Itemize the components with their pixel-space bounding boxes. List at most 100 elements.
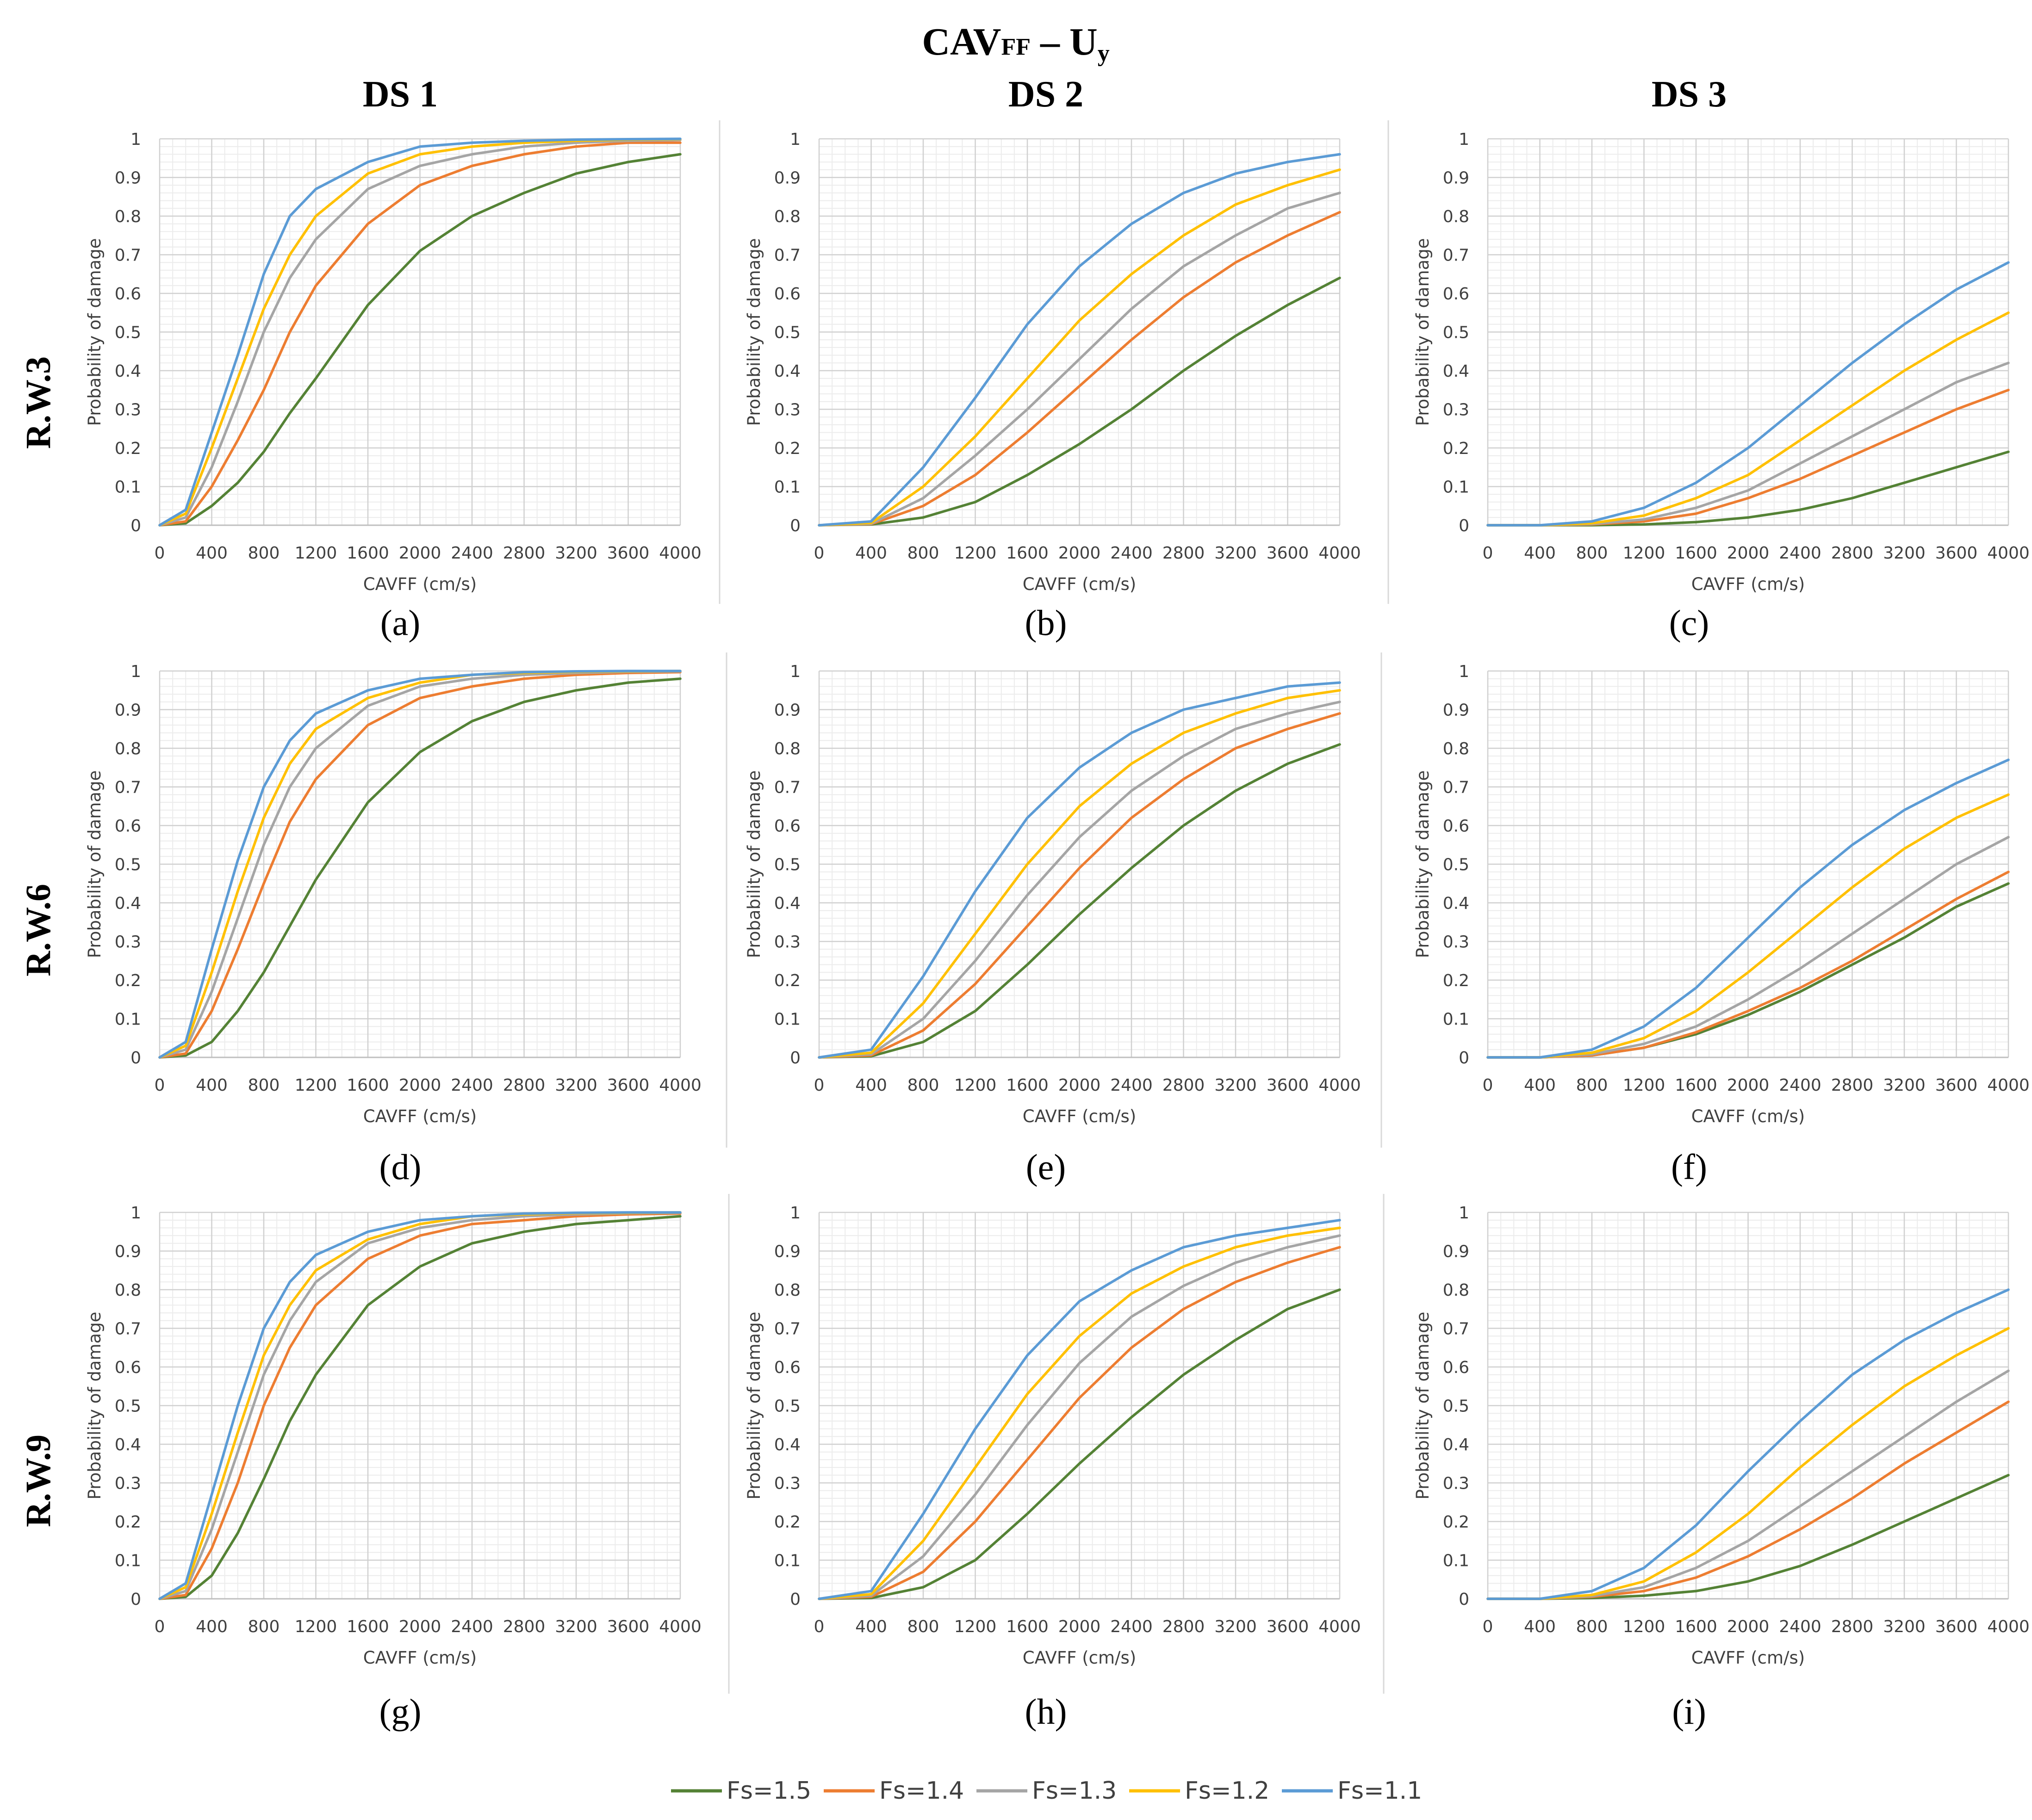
y-tick-label: 0 bbox=[790, 516, 801, 535]
y-tick-label: 0 bbox=[130, 1590, 141, 1609]
y-tick-label: 1 bbox=[130, 130, 141, 149]
series-line-fs-1-5 bbox=[818, 1288, 1341, 1600]
column-header-ds-1: DS 1 bbox=[363, 74, 438, 115]
y-tick-label: 0.4 bbox=[1443, 894, 1469, 913]
y-tick-label: 0.8 bbox=[115, 1281, 141, 1300]
series-line-fs-1-3 bbox=[158, 1211, 682, 1600]
y-tick-label: 0.6 bbox=[115, 285, 141, 304]
x-tick-label: 2800 bbox=[1831, 544, 1874, 563]
x-tick-label: 800 bbox=[1576, 1617, 1608, 1636]
y-tick-label: 0.7 bbox=[774, 778, 801, 797]
x-tick-label: 400 bbox=[196, 544, 228, 563]
y-tick-label: 0.4 bbox=[774, 894, 801, 913]
y-axis-title: Probability of damage bbox=[1413, 238, 1433, 426]
x-tick-label: 400 bbox=[1524, 544, 1556, 563]
y-tick-label: 0.8 bbox=[1443, 207, 1469, 226]
x-tick-label: 3600 bbox=[1935, 544, 1978, 563]
x-tick-label: 400 bbox=[855, 544, 887, 563]
y-axis-title: Probability of damage bbox=[1413, 1312, 1433, 1500]
x-axis-title: CAVFF (cm/s) bbox=[363, 1648, 477, 1668]
series-line-fs-1-5 bbox=[158, 153, 682, 527]
series-line-fs-1-3 bbox=[818, 192, 1341, 527]
x-tick-label: 800 bbox=[248, 1076, 280, 1095]
y-tick-label: 0.3 bbox=[1443, 401, 1469, 420]
y-tick-label: 0.9 bbox=[115, 169, 141, 188]
y-tick-label: 0.5 bbox=[774, 1397, 801, 1416]
x-tick-label: 4000 bbox=[1318, 1076, 1361, 1095]
legend-label-fs-1-4: Fs=1.4 bbox=[879, 1777, 964, 1805]
y-tick-label: 0.7 bbox=[1443, 1320, 1469, 1339]
y-tick-label: 0.9 bbox=[1443, 169, 1469, 188]
series-line-fs-1-4 bbox=[158, 1212, 682, 1600]
series-line-fs-1-2 bbox=[1486, 793, 2010, 1059]
y-tick-label: 0.4 bbox=[774, 1435, 801, 1454]
x-tick-label: 800 bbox=[907, 1617, 939, 1636]
panel-label: (e) bbox=[1026, 1147, 1066, 1187]
x-tick-label: 3200 bbox=[1214, 1617, 1257, 1636]
x-tick-label: 4000 bbox=[1318, 544, 1361, 563]
x-tick-label: 1200 bbox=[954, 544, 997, 563]
y-tick-label: 0.7 bbox=[774, 1320, 801, 1339]
y-tick-label: 0.7 bbox=[1443, 246, 1469, 265]
x-tick-label: 1200 bbox=[1623, 1617, 1665, 1636]
y-tick-label: 0.9 bbox=[1443, 1242, 1469, 1261]
panel-label: (c) bbox=[1669, 603, 1709, 643]
y-tick-label: 0.9 bbox=[1443, 701, 1469, 720]
x-tick-label: 3200 bbox=[1883, 544, 1926, 563]
panel-label: (a) bbox=[380, 603, 421, 643]
y-tick-label: 0.3 bbox=[115, 933, 141, 952]
y-tick-label: 0.4 bbox=[774, 362, 801, 381]
panels: 0 400 800 1200 1600 2000 2400 2800 3200 3600 40000… bbox=[85, 130, 2030, 1732]
series-line-fs-1-4 bbox=[158, 671, 682, 1059]
series-line-fs-1-1 bbox=[1486, 1288, 2010, 1600]
y-tick-label: 0.9 bbox=[115, 1242, 141, 1261]
y-tick-label: 1 bbox=[130, 662, 141, 681]
series-line-fs-1-1 bbox=[158, 137, 682, 527]
figure-title-sub: FF bbox=[1001, 34, 1031, 60]
series-line-fs-1-3 bbox=[158, 670, 682, 1059]
x-axis-title: CAVFF (cm/s) bbox=[1691, 574, 1805, 594]
y-tick-label: 0.1 bbox=[774, 478, 801, 497]
chart-panel-b: 0 400 800 1200 1600 2000 2400 2800 3200 3600 4000 0… bbox=[744, 130, 1361, 643]
x-tick-label: 2000 bbox=[1727, 1617, 1770, 1636]
x-tick-label: 2800 bbox=[1162, 1076, 1205, 1095]
y-tick-label: 0 bbox=[1459, 1590, 1469, 1609]
series-line-fs-1-1 bbox=[1486, 261, 2010, 527]
x-tick-label: 1600 bbox=[347, 1076, 389, 1095]
series-line-fs-1-3 bbox=[818, 701, 1341, 1059]
x-tick-label: 4000 bbox=[659, 544, 702, 563]
x-tick-label: 2000 bbox=[399, 1617, 441, 1636]
x-axis-title: CAVFF (cm/s) bbox=[1023, 574, 1136, 594]
series-line-fs-1-5 bbox=[158, 677, 682, 1059]
y-tick-label: 0.2 bbox=[774, 971, 801, 990]
x-tick-label: 2400 bbox=[1779, 1617, 1821, 1636]
x-tick-label: 1600 bbox=[347, 544, 389, 563]
series-line-fs-1-1 bbox=[158, 1211, 682, 1600]
y-tick-label: 0.7 bbox=[115, 778, 141, 797]
y-tick-label: 0.5 bbox=[1443, 856, 1469, 875]
x-tick-label: 2000 bbox=[1727, 544, 1770, 563]
x-tick-label: 800 bbox=[907, 544, 939, 563]
x-tick-label: 3600 bbox=[1267, 1617, 1309, 1636]
x-axis-title: CAVFF (cm/s) bbox=[1023, 1106, 1136, 1126]
x-tick-label: 1200 bbox=[1623, 1076, 1665, 1095]
x-tick-label: 0 bbox=[814, 1076, 825, 1095]
x-tick-label: 2000 bbox=[399, 1076, 441, 1095]
x-tick-label: 3200 bbox=[555, 544, 597, 563]
y-tick-label: 1 bbox=[790, 662, 801, 681]
x-tick-label: 1200 bbox=[295, 1076, 337, 1095]
x-tick-label: 3200 bbox=[1214, 544, 1257, 563]
figure-title-sub2: y bbox=[1098, 40, 1110, 67]
y-tick-label: 0.3 bbox=[115, 1474, 141, 1493]
x-tick-label: 0 bbox=[1483, 1076, 1493, 1095]
figure-title: CAVFF – Uy bbox=[922, 20, 1109, 67]
x-tick-label: 3200 bbox=[1214, 1076, 1257, 1095]
y-tick-label: 0.6 bbox=[774, 285, 801, 304]
x-tick-label: 4000 bbox=[1987, 1076, 2030, 1095]
x-tick-label: 1600 bbox=[1675, 544, 1717, 563]
y-tick-label: 0 bbox=[1459, 1049, 1469, 1068]
y-tick-label: 0.6 bbox=[774, 1358, 801, 1377]
x-tick-label: 2000 bbox=[399, 544, 441, 563]
x-tick-label: 1200 bbox=[295, 544, 337, 563]
series-line-fs-1-5 bbox=[818, 276, 1341, 527]
